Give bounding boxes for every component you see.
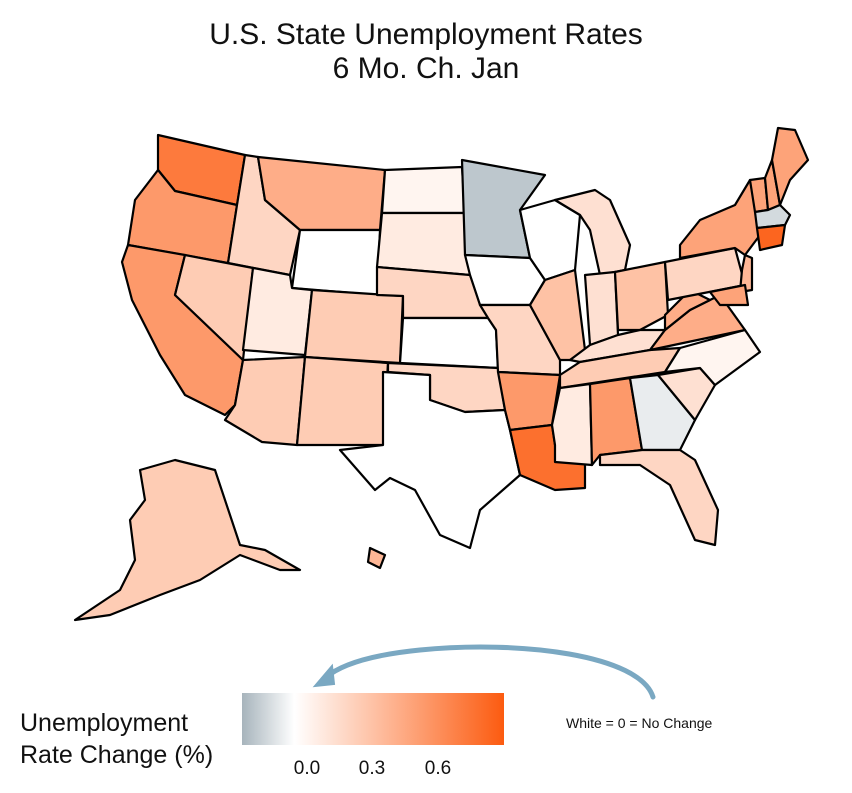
- state-md[interactable]: [708, 283, 750, 307]
- map-title: U.S. State Unemployment Rates: [209, 18, 643, 51]
- state-hi[interactable]: [366, 546, 387, 570]
- legend-title: Unemployment: [20, 709, 189, 737]
- state-nd[interactable]: [380, 165, 467, 215]
- legend-tick-label: 0.0: [293, 758, 321, 779]
- state-ak[interactable]: [73, 458, 302, 622]
- legend-tick-label: 0.3: [358, 758, 386, 779]
- state-nc[interactable]: [663, 328, 762, 387]
- state-co[interactable]: [303, 288, 405, 365]
- legend-tick-label: 0.6: [424, 758, 452, 779]
- state-tx[interactable]: [338, 370, 522, 550]
- state-ks[interactable]: [398, 316, 500, 370]
- legend-color-bar: [242, 693, 504, 745]
- state-me[interactable]: [770, 126, 810, 207]
- state-sd[interactable]: [375, 211, 472, 277]
- state-in[interactable]: [583, 270, 620, 347]
- state-fl[interactable]: [598, 448, 720, 547]
- state-ga[interactable]: [628, 373, 697, 452]
- state-nm[interactable]: [295, 355, 390, 447]
- state-oh[interactable]: [613, 260, 670, 332]
- state-wy[interactable]: [290, 228, 382, 297]
- note-arrow-icon: [322, 644, 656, 700]
- arrowhead-icon: [312, 663, 336, 688]
- state-ms[interactable]: [550, 382, 594, 467]
- state-ct[interactable]: [755, 223, 787, 252]
- state-ny[interactable]: [678, 178, 762, 260]
- legend-title-line2: Rate Change (%): [20, 741, 214, 769]
- no-change-note: White = 0 = No Change: [566, 715, 713, 731]
- map-subtitle: 6 Mo. Ch. Jan: [332, 52, 520, 85]
- states-layer: [73, 126, 810, 622]
- state-ar[interactable]: [496, 370, 562, 432]
